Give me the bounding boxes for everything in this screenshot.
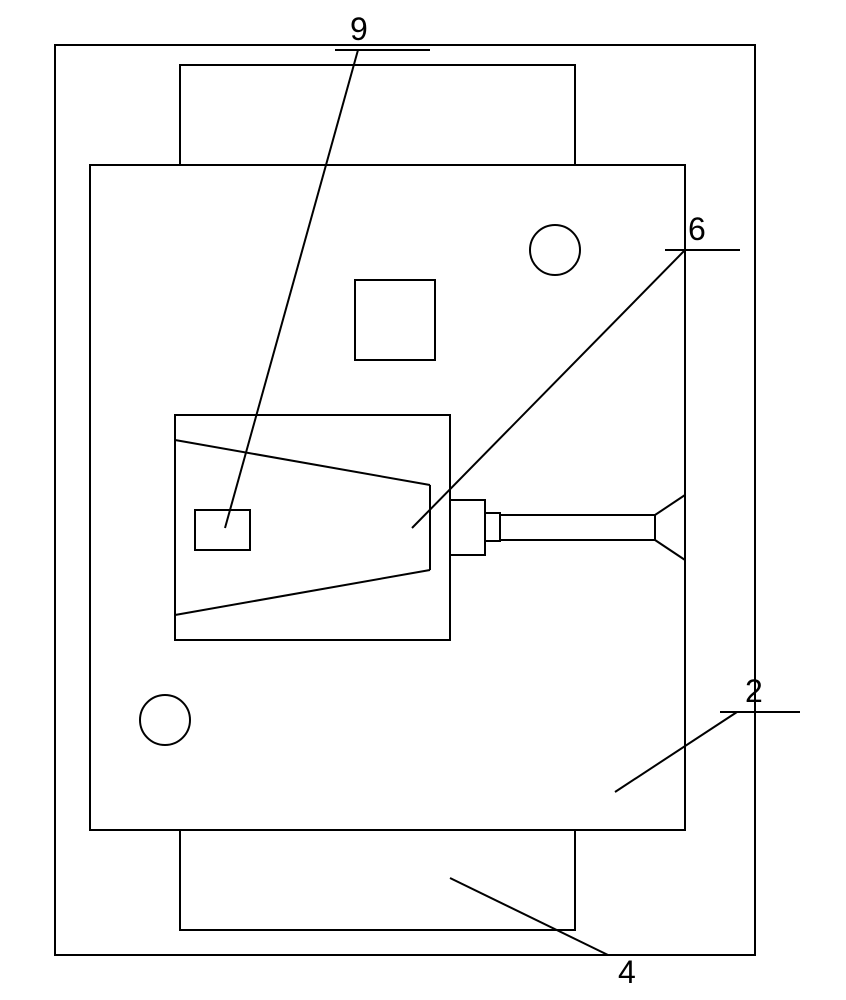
small-square	[355, 280, 435, 360]
callout-9-leader	[225, 50, 358, 528]
callout-4-leader	[450, 878, 608, 955]
inner-assembly-outer	[175, 415, 450, 640]
bottom-block	[180, 830, 575, 930]
callout-9-label: 9	[350, 11, 368, 47]
flare-top	[655, 495, 685, 515]
callout-6-leader	[412, 250, 685, 528]
hole-top	[530, 225, 580, 275]
technical-diagram: 9 6 2 4	[0, 0, 846, 1000]
small-rect-left	[195, 510, 250, 550]
top-block	[180, 65, 575, 165]
flare-bottom	[655, 540, 685, 560]
callout-6-label: 6	[688, 211, 706, 247]
right-stub	[450, 500, 485, 555]
callout-2-leader	[615, 712, 737, 792]
shaft	[500, 515, 655, 540]
callout-2-label: 2	[745, 673, 763, 709]
connector	[485, 513, 500, 541]
callout-4-label: 4	[618, 954, 636, 990]
trapezoid-bottom	[175, 570, 430, 615]
hole-bottom	[140, 695, 190, 745]
main-body	[90, 165, 685, 830]
trapezoid-top	[175, 440, 430, 485]
outer-frame	[55, 45, 755, 955]
